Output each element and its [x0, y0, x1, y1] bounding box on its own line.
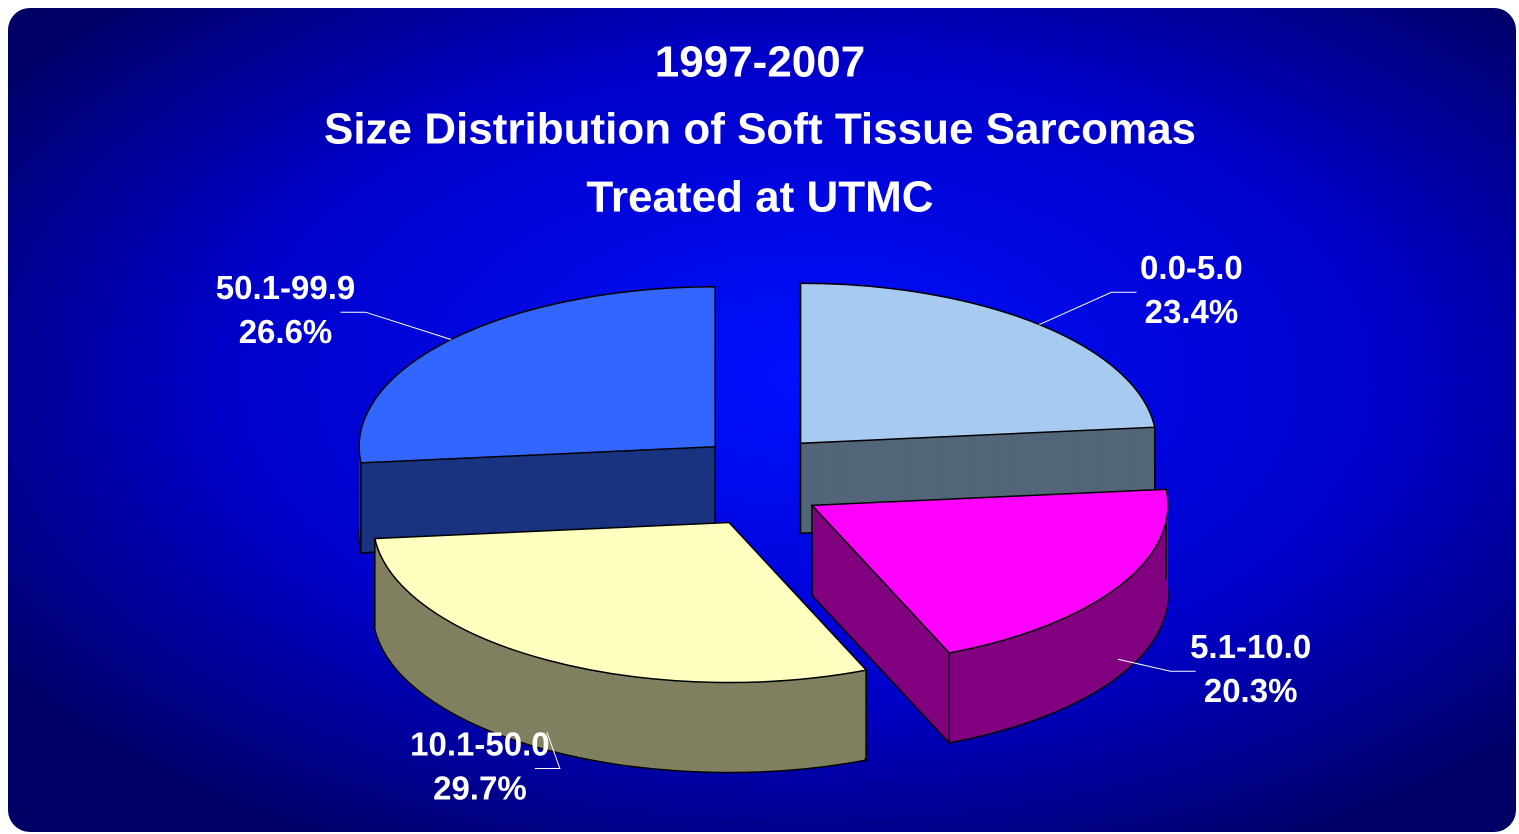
data-label: 20.3%	[1204, 672, 1298, 709]
leader-line	[340, 311, 452, 340]
leader-line	[1117, 658, 1196, 672]
data-label: 26.6%	[239, 313, 333, 350]
chart-title: Treated at UTMC	[586, 173, 933, 222]
leader-line	[534, 731, 561, 770]
data-label-category: 10.1-50.0	[410, 725, 549, 762]
data-label-category: 50.1-99.9	[216, 269, 355, 306]
data-label-category: 0.0-5.0	[1140, 249, 1243, 286]
slice	[373, 521, 868, 684]
slice	[810, 488, 1169, 654]
data-label: 23.4%	[1145, 293, 1239, 330]
chart-title: Size Distribution of Soft Tissue Sarcoma…	[324, 105, 1196, 154]
data-label-category: 5.1-10.0	[1190, 628, 1311, 665]
leader-line	[1039, 291, 1137, 326]
data-label: 29.7%	[433, 769, 527, 806]
chart-title: 1997-2007	[655, 38, 865, 87]
